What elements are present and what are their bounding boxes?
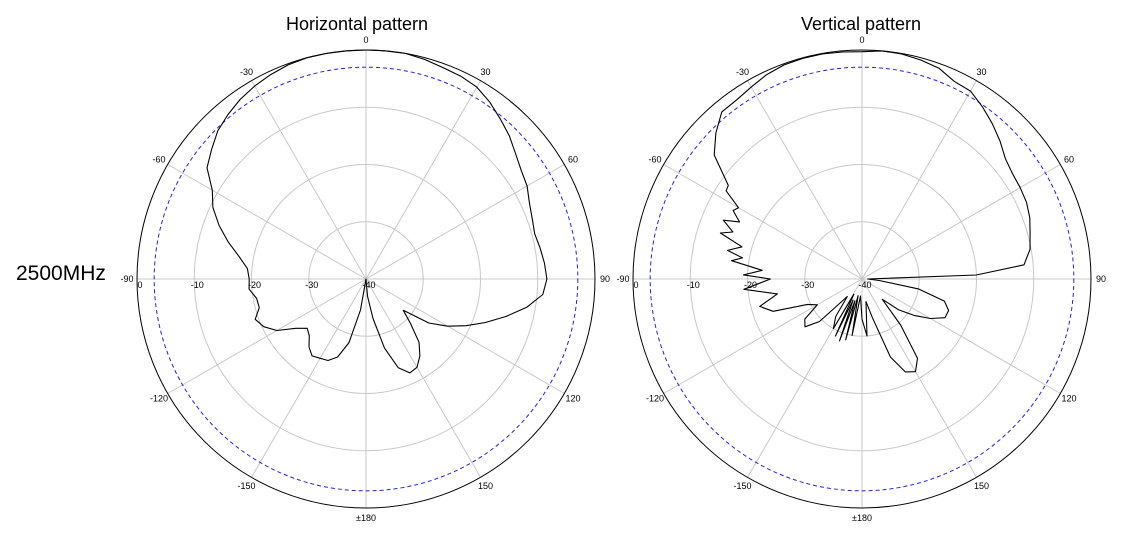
vertical-angle-label: 150 <box>974 481 989 491</box>
vertical-radial-label: -10 <box>687 280 700 290</box>
vertical-grid-spoke <box>861 164 1061 280</box>
horizontal-radial-label: -30 <box>305 280 318 290</box>
horizontal-angle-label: -90 <box>120 274 133 284</box>
vertical-radial-label: -20 <box>744 280 757 290</box>
vertical-grid-spoke <box>663 278 863 394</box>
horizontal-angle-label: ±180 <box>356 513 376 523</box>
vertical-radial-label: -30 <box>801 280 814 290</box>
horizontal-radial-label: -20 <box>248 280 261 290</box>
horizontal-radial-label: -40 <box>362 280 375 290</box>
frequency-label: 2500MHz <box>16 262 106 285</box>
horizontal-angle-label: -60 <box>153 155 166 165</box>
vertical-grid-spoke <box>663 164 863 280</box>
vertical-angle-label: -150 <box>733 481 751 491</box>
horizontal-grid-spoke <box>167 164 367 280</box>
vertical-pattern-title: Vertical pattern <box>800 14 922 34</box>
horizontal-angle-label: -150 <box>237 481 255 491</box>
horizontal-angle-label: 90 <box>600 274 610 284</box>
horizontal-radial-label: 0 <box>137 280 142 290</box>
horizontal-angle-label: -30 <box>240 67 253 77</box>
vertical-radial-label: -40 <box>858 280 871 290</box>
vertical-grid-spoke <box>747 80 863 280</box>
horizontal-angle-label: -120 <box>150 394 168 404</box>
vertical-grid-spoke <box>861 80 977 280</box>
vertical-angle-label: -120 <box>646 394 664 404</box>
horizontal-angle-label: 150 <box>478 481 493 491</box>
vertical-angle-label: -60 <box>649 155 662 165</box>
horizontal-pattern-trace <box>206 49 548 374</box>
vertical-grid-spoke <box>861 278 977 478</box>
horizontal-grid-spoke <box>251 278 367 478</box>
horizontal-grid-spoke <box>365 164 565 280</box>
horizontal-angle-label: 60 <box>568 155 578 165</box>
horizontal-grid-spoke <box>251 80 367 280</box>
vertical-outer-circle <box>632 49 1092 509</box>
vertical-angle-label: 0 <box>859 35 864 45</box>
horizontal-reference-circle <box>153 66 579 492</box>
vertical-angle-label: 60 <box>1064 155 1074 165</box>
horizontal-radial-label: -10 <box>191 280 204 290</box>
vertical-radial-label: 0 <box>633 280 638 290</box>
horizontal-angle-label: 30 <box>480 67 490 77</box>
vertical-angle-label: 90 <box>1096 274 1106 284</box>
horizontal-angle-label: 0 <box>363 35 368 45</box>
vertical-reference-circle <box>649 66 1075 492</box>
horizontal-pattern-title: Horizontal pattern <box>285 14 429 34</box>
vertical-angle-label: -90 <box>616 274 629 284</box>
vertical-angle-label: 30 <box>976 67 986 77</box>
vertical-angle-label: 120 <box>1061 394 1076 404</box>
horizontal-grid-spoke <box>365 278 565 394</box>
horizontal-grid-spoke <box>365 80 481 280</box>
vertical-grid-spoke <box>861 278 1061 394</box>
horizontal-grid-spoke <box>365 278 481 478</box>
vertical-angle-label: -30 <box>736 67 749 77</box>
vertical-angle-label: ±180 <box>852 513 872 523</box>
horizontal-grid-spoke <box>167 278 367 394</box>
vertical-pattern-trace <box>713 50 1031 373</box>
horizontal-angle-label: 120 <box>565 394 580 404</box>
